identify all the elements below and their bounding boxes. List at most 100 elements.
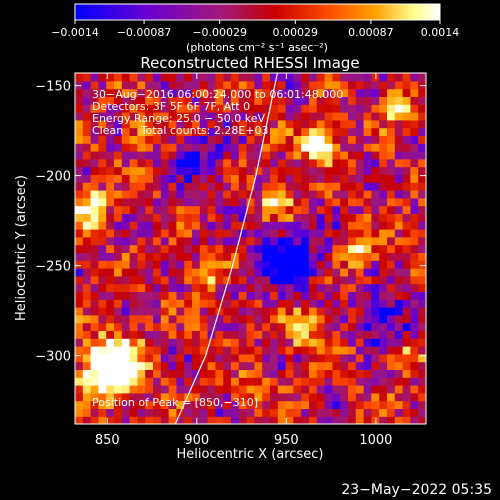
heatmap-cell — [418, 252, 426, 261]
heatmap-cell — [82, 260, 92, 269]
heatmap-cell — [82, 229, 92, 238]
heatmap-cell — [324, 213, 333, 222]
heatmap-cell — [387, 143, 396, 152]
heatmap-cell — [324, 353, 333, 363]
heatmap-cell — [285, 213, 294, 222]
heatmap-cell — [387, 151, 396, 160]
heatmap-cell — [114, 361, 123, 370]
heatmap-cell — [402, 174, 411, 183]
heatmap-cell — [363, 291, 372, 300]
heatmap-cell — [129, 291, 138, 300]
heatmap-cell — [316, 127, 326, 136]
heatmap-cell — [340, 135, 349, 144]
heatmap-cell — [379, 377, 388, 386]
heatmap-cell — [192, 416, 201, 424]
heatmap-cell — [410, 299, 419, 308]
heatmap-cell — [309, 197, 318, 207]
heatmap-cell — [137, 330, 146, 339]
heatmap-cell — [293, 307, 302, 316]
heatmap-cell — [90, 385, 99, 394]
heatmap-cell — [82, 151, 92, 160]
heatmap-cell — [348, 392, 357, 402]
heatmap-cell — [277, 112, 287, 121]
heatmap-cell — [371, 80, 380, 90]
heatmap-cell — [121, 369, 131, 378]
heatmap-cell — [168, 268, 177, 277]
heatmap-cell — [121, 205, 131, 214]
heatmap-cell — [309, 174, 318, 183]
heatmap-cell — [410, 158, 419, 168]
heatmap-cell — [121, 330, 131, 339]
heatmap-cell — [316, 229, 326, 238]
heatmap-cell — [363, 244, 372, 253]
heatmap-cell — [137, 416, 146, 424]
heatmap-cell — [137, 275, 146, 285]
heatmap-cell — [355, 322, 365, 331]
heatmap-cell — [254, 416, 263, 424]
heatmap-cell — [301, 408, 310, 417]
heatmap-cell — [192, 369, 201, 378]
heatmap-cell — [192, 80, 201, 90]
heatmap-cell — [176, 221, 185, 230]
heatmap-cell — [324, 377, 333, 386]
heatmap-cell — [114, 221, 123, 230]
heatmap-cell — [145, 260, 154, 269]
heatmap-cell — [238, 392, 248, 402]
heatmap-cell — [153, 135, 162, 144]
heatmap-cell — [348, 291, 357, 300]
heatmap-cell — [114, 112, 123, 121]
heatmap-cell — [254, 143, 263, 152]
heatmap-cell — [254, 291, 263, 300]
heatmap-cell — [160, 197, 170, 207]
heatmap-cell — [106, 80, 115, 90]
heatmap-cell — [293, 353, 302, 363]
heatmap-cell — [90, 338, 99, 347]
heatmap-cell — [129, 236, 138, 246]
heatmap-cell — [316, 135, 326, 144]
heatmap-cell — [75, 338, 84, 347]
heatmap-cell — [75, 322, 84, 331]
heatmap-cell — [231, 174, 240, 183]
heatmap-cell — [246, 361, 255, 370]
heatmap-cell — [348, 104, 357, 113]
heatmap-cell — [199, 283, 209, 292]
heatmap-cell — [387, 166, 396, 175]
heatmap-cell — [363, 330, 372, 339]
heatmap-cell — [387, 346, 396, 355]
heatmap-cell — [114, 330, 123, 339]
heatmap-cell — [418, 151, 426, 160]
heatmap-cell — [106, 283, 115, 292]
heatmap-cell — [285, 229, 294, 238]
heatmap-cell — [75, 135, 84, 144]
heatmap-cell — [309, 112, 318, 121]
heatmap-cell — [137, 252, 146, 261]
heatmap-cell — [348, 353, 357, 363]
heatmap-cell — [301, 291, 310, 300]
heatmap-cell — [98, 135, 107, 144]
heatmap-cell — [324, 330, 333, 339]
heatmap-cell — [348, 314, 357, 324]
heatmap-cell — [418, 416, 426, 424]
heatmap-cell — [153, 353, 162, 363]
heatmap-cell — [262, 151, 271, 160]
heatmap-cell — [231, 307, 240, 316]
heatmap-cell — [176, 346, 185, 355]
heatmap-cell — [121, 221, 131, 230]
heatmap-cell — [277, 213, 287, 222]
heatmap-cell — [348, 236, 357, 246]
heatmap-cell — [114, 80, 123, 90]
heatmap-cell — [332, 244, 341, 253]
heatmap-cell — [387, 330, 396, 339]
heatmap-cell — [348, 213, 357, 222]
heatmap-cell — [223, 96, 232, 105]
heatmap-cell — [340, 392, 349, 402]
heatmap-cell — [324, 283, 333, 292]
heatmap-cell — [324, 299, 333, 308]
heatmap-cell — [207, 205, 216, 214]
heatmap-cell — [90, 73, 99, 82]
heatmap-cell — [114, 338, 123, 347]
heatmap-cell — [168, 275, 177, 285]
heatmap-cell — [363, 416, 372, 424]
heatmap-cell — [137, 385, 146, 394]
heatmap-cell — [418, 291, 426, 300]
